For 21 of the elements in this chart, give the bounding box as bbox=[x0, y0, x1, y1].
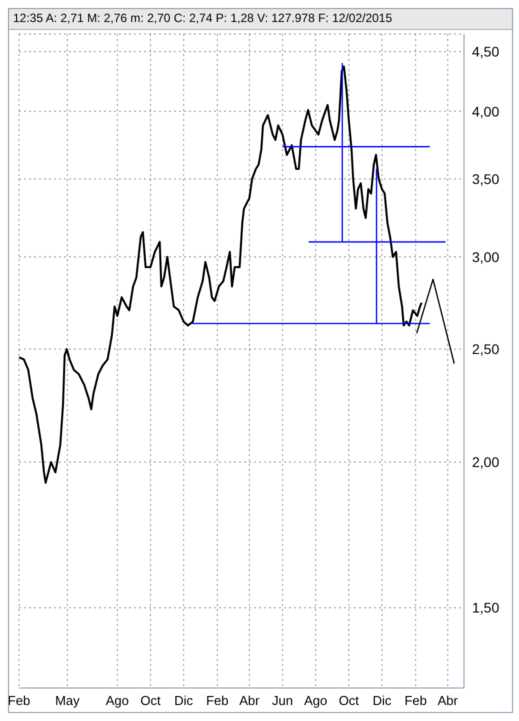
x-tick-label: Feb bbox=[8, 693, 30, 708]
x-tick-label: Feb bbox=[206, 693, 229, 708]
x-tick-label: Ago bbox=[304, 693, 328, 708]
x-tick-label: Oct bbox=[338, 693, 360, 708]
y-tick-label: 3,50 bbox=[472, 170, 500, 187]
x-tick-label: Oct bbox=[140, 693, 161, 708]
x-tick-label: May bbox=[55, 693, 80, 708]
y-tick-label: 2,00 bbox=[472, 454, 500, 470]
x-tick-label: Jun bbox=[272, 693, 294, 708]
x-tick-label: Dic bbox=[372, 693, 392, 708]
x-tick-label: Feb bbox=[404, 693, 427, 708]
x-tick-label: Abr bbox=[438, 693, 458, 708]
y-tick-label: 3,00 bbox=[472, 248, 500, 265]
x-tick-label: Ago bbox=[106, 693, 129, 708]
text: 12:35 A: 2,71 M: 2,76 m: 2,70 C: 2,74 P: 1,28 V: 127.978 F: 12/02/2015 bbox=[13, 11, 392, 25]
y-tick-label: 4,50 bbox=[472, 44, 500, 60]
y-tick-label: 2,50 bbox=[472, 341, 500, 358]
y-tick-label: 4,00 bbox=[472, 103, 500, 120]
x-tick-label: Abr bbox=[239, 693, 260, 708]
y-tick-label: 1,50 bbox=[472, 600, 500, 616]
x-tick-label: Dic bbox=[174, 693, 194, 708]
